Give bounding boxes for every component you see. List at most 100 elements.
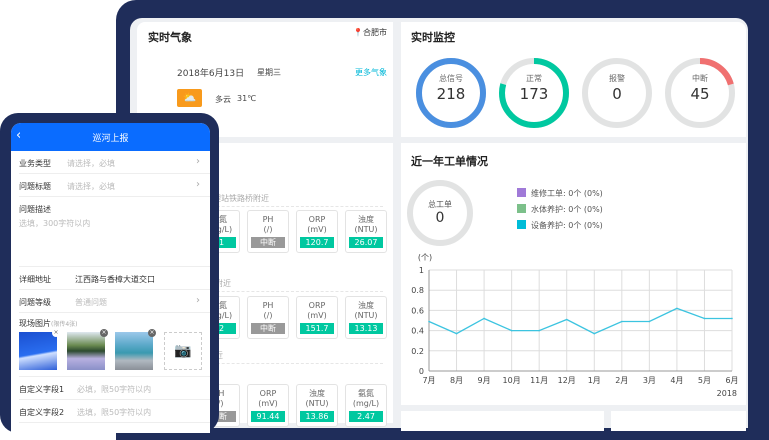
sensor-name: 氨氮 [358,389,374,398]
y-axis-unit: (个) [418,253,432,262]
ring-value: 218 [436,85,466,103]
station-name: 水处理站铁路桥附近 [197,194,269,203]
monitor-title: 实时监控 [411,31,455,44]
sensor-card[interactable]: PH (/) 中断 [247,296,289,339]
x-tick-label: 4月 [670,376,683,385]
weather-condition: 多云 [215,95,231,104]
sensor-value: 中断 [251,323,285,334]
sensor-card[interactable]: ORP (mV) 91.44 [247,384,289,427]
phone-title: 巡河上报 [92,134,129,144]
photo-thumbnail[interactable]: × [115,329,156,370]
x-tick-label: 10月 [503,376,521,385]
sensor-name: PH [262,215,274,224]
data-point [676,307,678,310]
field-label: 问题标题 [19,182,51,191]
ring-value: 0 [612,85,622,103]
ring-progress [416,58,486,128]
data-point [621,320,623,323]
sensor-card[interactable]: ORP (mV) 120.7 [296,210,338,253]
total-workorder-ring [407,180,473,246]
sensor-name: PH [262,301,274,310]
data-point [703,317,706,320]
sensor-unit: (NTU) [305,399,329,408]
photo-thumbnail[interactable]: × [67,329,108,370]
data-point [565,318,568,321]
city-selector[interactable]: 📍合肥市 [353,27,387,38]
sensor-value: 13.13 [349,323,383,334]
weather-title: 实时气象 [148,31,192,44]
sensor-name: ORP [308,301,326,310]
chevron-left-icon[interactable]: ‹ [16,128,22,143]
sensor-value: 中断 [202,411,236,422]
sensor-card[interactable]: 氨氮 (mg/L) 2.47 [345,384,387,427]
sensor-unit: (mV) [258,399,278,408]
add-photo-button[interactable]: 📷 [164,332,202,370]
data-point [455,332,458,335]
sensor-unit: (NTU) [354,311,378,320]
photo-thumbnail[interactable]: × [19,329,60,370]
business-type-field[interactable]: 业务类型 请选择，必填 › [19,151,210,174]
ring-track [582,58,652,128]
sensor-unit: (mV) [307,311,327,320]
field-placeholder: 请选择，必填 [67,182,115,191]
data-point [538,329,540,332]
sensor-name: ORP [308,215,326,224]
phone-screen: ‹ 巡河上报 业务类型 请选择，必填 › 问题标题 请选择，必填 › 问题描述 选填，3… [11,123,210,433]
x-tick-label: 7月 [422,376,435,385]
sensor-value: 中断 [251,237,285,248]
x-tick-label: 3月 [643,376,656,385]
camera-icon: 📷 [174,343,192,359]
custom-field-1[interactable]: 自定义字段1 必填，限50字符以内 [19,377,210,400]
legend-item: 水体养护: 0个 (0%) [517,204,603,215]
field-placeholder: 请选择，必填 [67,159,115,168]
sensor-unit: (/) [214,399,224,408]
sensor-value: 2.47 [349,411,383,422]
sensor-value: 26.07 [349,237,383,248]
address-field[interactable]: 详细地址 江西路与香樟大道交口 [19,267,210,290]
ring-label: 中断 [692,74,708,83]
sensor-card[interactable]: 浊度 (NTU) 26.07 [345,210,387,253]
issue-level-field[interactable]: 问题等级 普通问题 › [19,290,210,313]
bottom-panel-left [401,411,604,431]
total-workorder-value: 0 [435,210,445,226]
legend-item: 设备养护: 0个 (0%) [517,220,603,231]
legend-swatch [517,188,526,197]
sensor-name: PH [213,389,225,398]
sensor-value: 13.86 [300,411,334,422]
divider [197,363,383,364]
photos-hint: (限传4张) [51,321,78,328]
remove-photo-icon[interactable]: × [52,329,60,337]
field-placeholder: 必填，限50字符以内 [77,385,152,394]
field-label: 自定义字段2 [19,408,65,417]
data-point [510,329,513,332]
sensor-name: 浊度 [309,389,325,398]
field-label: 详细地址 [19,275,51,284]
remove-photo-icon[interactable]: × [100,329,108,337]
data-point [731,317,733,320]
city-name: 合肥市 [363,28,387,37]
legend-swatch [517,204,526,213]
legend-label: 维修工单: 0个 (0%) [531,189,603,198]
sensor-value: 71 [202,237,236,248]
ring-label: 报警 [609,74,625,83]
issue-title-field[interactable]: 问题标题 请选择，必填 › [19,174,210,197]
field-placeholder: 选填，限50字符以内 [77,408,152,417]
field-label: 问题等级 [19,298,51,307]
sensor-card[interactable]: ORP (mV) 151.7 [296,296,338,339]
sensor-card[interactable]: PH (/) 中断 [247,210,289,253]
sensor-unit: (/) [263,225,273,234]
field-label: 现场图片 [19,319,51,328]
issue-description-field[interactable]: 问题描述 选填，300字符以内 [19,197,210,267]
chevron-right-icon: › [196,156,200,167]
sensor-card[interactable]: 浊度 (NTU) 13.13 [345,296,387,339]
more-weather-link[interactable]: 更多气象 [355,68,387,77]
x-tick-label: 12月 [558,376,576,385]
sensor-value: 151.7 [300,323,334,334]
chevron-right-icon: › [196,295,200,306]
sensor-name: 浊度 [358,215,374,224]
data-point [483,317,485,320]
sensor-card[interactable]: 浊度 (NTU) 13.86 [296,384,338,427]
remove-photo-icon[interactable]: × [148,329,156,337]
data-point [428,320,430,323]
field-placeholder: 选填，300字符以内 [19,219,91,228]
